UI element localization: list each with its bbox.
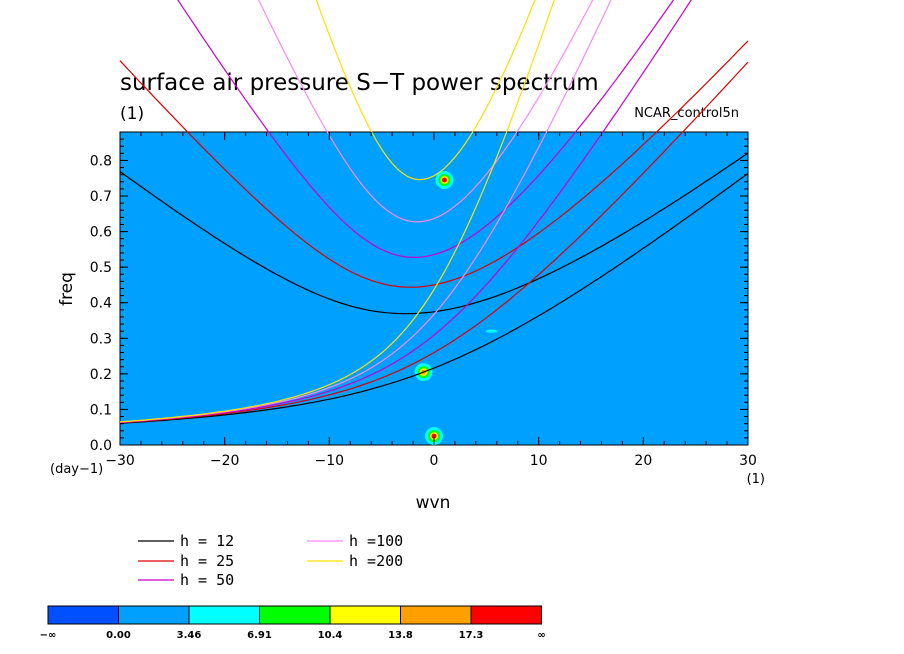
curve-group-h50 [119, 0, 692, 423]
curve-h100-ig [258, 0, 594, 223]
x-tick-label: −20 [210, 453, 240, 469]
colorbar-swatch [188, 605, 260, 625]
y-tick-label: 0.6 [90, 225, 112, 241]
colorbar-swatch [400, 605, 472, 625]
hotspot-3 [485, 329, 498, 333]
curve-h12-ig [119, 152, 749, 315]
colorbar-label: 3.46 [177, 630, 202, 641]
curve-h25-mrg [119, 61, 749, 424]
chart-subtitle-left: (1) [120, 104, 144, 124]
legend-item-h50: h = 50 [138, 571, 234, 589]
y-tick-label: 0.4 [90, 296, 112, 312]
legend-item-h12: h = 12 [138, 532, 234, 550]
y-tick-label: 0.1 [90, 402, 112, 418]
y-tick-label: 0.0 [90, 438, 112, 454]
hotspot-2 [425, 427, 443, 446]
x-tick-label: 30 [739, 453, 757, 469]
curve-h200-ig [315, 0, 536, 181]
legend-item-h25: h = 25 [138, 552, 234, 570]
curve-h50-ig [177, 0, 675, 259]
y-tick-label: 0.2 [90, 367, 112, 383]
y-tick-label: 0.8 [90, 153, 112, 169]
colorbar: −∞ 0.00 3.46 6.91 10.4 13.8 17.3 ∞ [40, 605, 546, 641]
legend-label: h =200 [349, 552, 403, 570]
curve-group-h25 [119, 40, 749, 424]
colorbar-swatch [118, 605, 190, 625]
curve-group-h200 [119, 0, 555, 423]
y-axis-label: freq [57, 272, 77, 306]
y-tick-label: 0.7 [90, 189, 112, 205]
dispersion-curves [119, 0, 749, 424]
x-tick-label: 20 [634, 453, 652, 469]
curve-h200-mrg [119, 0, 555, 423]
legend-label: h =100 [349, 532, 403, 550]
colorbar-label: −∞ [40, 630, 57, 641]
colorbar-label: 0.00 [106, 630, 131, 641]
colorbar-swatch [47, 605, 119, 625]
x-tick-label: −10 [315, 453, 345, 469]
legend-item-h200: h =200 [307, 552, 403, 570]
curve-h50-mrg [119, 0, 692, 423]
colorbar-label: 6.91 [247, 630, 272, 641]
curve-h25-ig [119, 40, 749, 288]
legend-label: h = 50 [180, 571, 234, 589]
colorbar-label: 10.4 [318, 630, 343, 641]
colorbar-swatch [329, 605, 401, 625]
x-tick-label: −30 [105, 453, 135, 469]
colorbar-label: ∞ [537, 630, 545, 641]
axis-ticks: −30 −20 −10 0 10 20 30 0.0 0.1 0.2 0.3 0.4 0.5 0.6 0.7… [90, 132, 757, 469]
x-axis-label: wvn [416, 493, 451, 513]
x-tick-label: 0 [430, 453, 439, 469]
colorbar-label: 17.3 [459, 630, 484, 641]
hotspot-0 [435, 171, 454, 190]
legend-item-h100: h =100 [307, 532, 403, 550]
x-tick-label: 10 [530, 453, 548, 469]
legend: h = 12 h = 25h = 50 h =100 h =200 [138, 532, 403, 589]
y-tick-label: 0.3 [90, 331, 112, 347]
y-tick-label: 0.5 [90, 260, 112, 276]
y-unit-label: (day−1) [50, 462, 103, 477]
curve-group-h12 [119, 152, 749, 424]
curve-h12-mrg [119, 172, 749, 424]
x-unit-label: (1) [747, 472, 765, 487]
colorbar-swatch [259, 605, 331, 625]
legend-label: h = 12 [180, 532, 234, 550]
colorbar-swatch [470, 605, 542, 625]
colorbar-label: 13.8 [388, 630, 413, 641]
chart-title: surface air pressure S−T power spectrum [120, 70, 599, 96]
chart-subtitle-right: NCAR_control5n [634, 106, 739, 121]
legend-label: h = 25 [180, 552, 234, 570]
